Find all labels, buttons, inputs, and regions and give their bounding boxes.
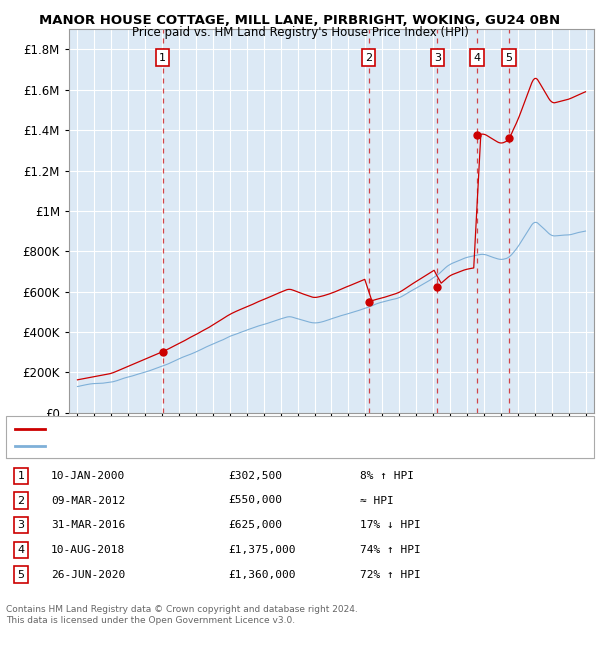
Text: 3: 3 [434,53,441,62]
Text: 31-MAR-2016: 31-MAR-2016 [51,520,125,530]
Text: MANOR HOUSE COTTAGE, MILL LANE, PIRBRIGHT, WOKING, GU24 0BN: MANOR HOUSE COTTAGE, MILL LANE, PIRBRIGH… [40,14,560,27]
Text: 72% ↑ HPI: 72% ↑ HPI [360,569,421,580]
Text: £302,500: £302,500 [228,471,282,481]
Text: 26-JUN-2020: 26-JUN-2020 [51,569,125,580]
Text: 5: 5 [17,569,25,580]
Text: 5: 5 [506,53,512,62]
Text: 74% ↑ HPI: 74% ↑ HPI [360,545,421,555]
Text: MANOR HOUSE COTTAGE, MILL LANE, PIRBRIGHT, WOKING, GU24 0BN (detached house): MANOR HOUSE COTTAGE, MILL LANE, PIRBRIGH… [51,424,492,434]
Text: HPI: Average price, detached house, Guildford: HPI: Average price, detached house, Guil… [51,441,281,451]
Text: £550,000: £550,000 [228,495,282,506]
Text: 10-JAN-2000: 10-JAN-2000 [51,471,125,481]
Text: 1: 1 [159,53,166,62]
Text: £1,360,000: £1,360,000 [228,569,296,580]
Text: 17% ↓ HPI: 17% ↓ HPI [360,520,421,530]
Text: 10-AUG-2018: 10-AUG-2018 [51,545,125,555]
Text: 1: 1 [17,471,25,481]
Text: Contains HM Land Registry data © Crown copyright and database right 2024.: Contains HM Land Registry data © Crown c… [6,605,358,614]
Text: 4: 4 [474,53,481,62]
Text: This data is licensed under the Open Government Licence v3.0.: This data is licensed under the Open Gov… [6,616,295,625]
Text: 2: 2 [17,495,25,506]
Text: 2: 2 [365,53,372,62]
Text: Price paid vs. HM Land Registry's House Price Index (HPI): Price paid vs. HM Land Registry's House … [131,26,469,39]
Text: £625,000: £625,000 [228,520,282,530]
Text: 4: 4 [17,545,25,555]
Text: £1,375,000: £1,375,000 [228,545,296,555]
Text: ≈ HPI: ≈ HPI [360,495,394,506]
Text: 09-MAR-2012: 09-MAR-2012 [51,495,125,506]
Text: 3: 3 [17,520,25,530]
Text: 8% ↑ HPI: 8% ↑ HPI [360,471,414,481]
